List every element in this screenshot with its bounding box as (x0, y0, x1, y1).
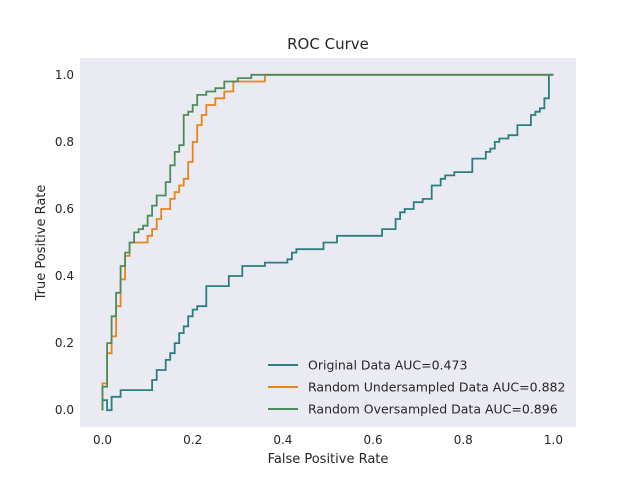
y-tick-label: 1.0 (55, 68, 74, 82)
axis-ticks: 0.0 0.2 0.4 0.6 0.8 1.0 0.0 0.2 0.4 0.6 0.8 1.0 (55, 68, 563, 447)
y-tick-label: 0.8 (55, 135, 74, 149)
x-tick-label: 0.4 (273, 433, 292, 447)
chart-title: ROC Curve (287, 35, 369, 53)
y-tick-label: 0.4 (55, 269, 74, 283)
series-layer (101, 73, 554, 412)
legend-label: Original Data AUC=0.473 (308, 358, 467, 373)
y-tick-label: 0.6 (55, 202, 74, 216)
x-tick-label: 0.2 (183, 433, 202, 447)
y-axis-label: True Positive Rate (34, 185, 49, 302)
y-tick-label: 0.0 (55, 403, 74, 417)
x-tick-label: 0.6 (364, 433, 383, 447)
x-tick-label: 0.8 (454, 433, 473, 447)
series-line-3 (101, 73, 554, 411)
x-axis-label: False Positive Rate (268, 452, 389, 467)
legend-label: Random Oversampled Data AUC=0.896 (308, 402, 558, 417)
legend-label: Random Undersampled Data AUC=0.882 (308, 380, 565, 395)
y-tick-label: 0.2 (55, 336, 74, 350)
series-line-1 (101, 73, 554, 412)
x-tick-label: 1.0 (544, 433, 563, 447)
x-tick-label: 0.0 (93, 433, 112, 447)
legend: Original Data AUC=0.473 Random Undersampl… (268, 358, 565, 417)
